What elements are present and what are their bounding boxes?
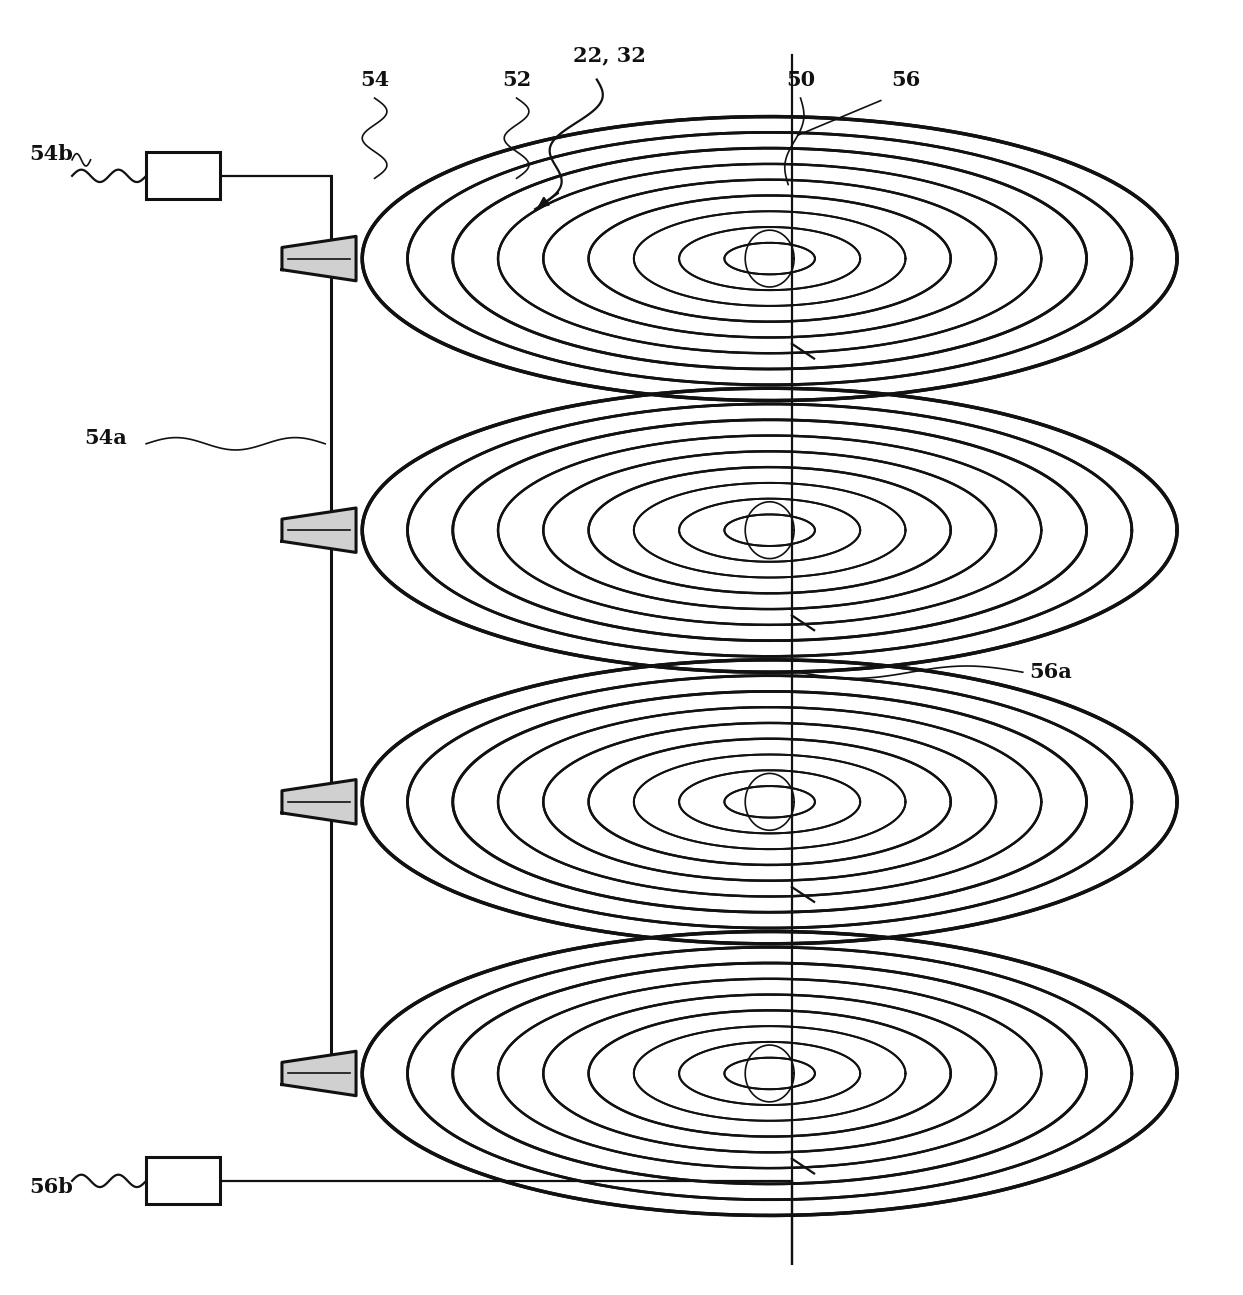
- Text: 50: 50: [786, 70, 815, 89]
- Polygon shape: [638, 1027, 901, 1119]
- Polygon shape: [506, 439, 1033, 622]
- Polygon shape: [506, 982, 1033, 1166]
- Text: 56b: 56b: [29, 1177, 73, 1197]
- Polygon shape: [638, 756, 901, 848]
- Polygon shape: [282, 1052, 355, 1096]
- Polygon shape: [638, 484, 901, 576]
- Polygon shape: [682, 500, 858, 561]
- Polygon shape: [638, 212, 901, 304]
- Bar: [147, 1158, 220, 1204]
- Text: 54b: 54b: [29, 144, 73, 163]
- Polygon shape: [594, 469, 946, 592]
- Polygon shape: [462, 966, 1076, 1181]
- Polygon shape: [682, 1042, 858, 1105]
- Polygon shape: [551, 183, 989, 335]
- Polygon shape: [419, 136, 1121, 381]
- Polygon shape: [726, 786, 814, 817]
- Polygon shape: [282, 508, 355, 553]
- Text: 56: 56: [891, 70, 920, 89]
- Polygon shape: [506, 710, 1033, 894]
- Polygon shape: [419, 680, 1121, 925]
- Polygon shape: [462, 152, 1076, 365]
- Polygon shape: [594, 741, 946, 862]
- Polygon shape: [682, 772, 858, 833]
- Polygon shape: [462, 423, 1076, 637]
- Text: 54: 54: [360, 70, 389, 89]
- Text: 52: 52: [502, 70, 531, 89]
- Polygon shape: [419, 951, 1121, 1195]
- Bar: [147, 153, 220, 199]
- Polygon shape: [594, 197, 946, 320]
- Polygon shape: [726, 1058, 814, 1089]
- Polygon shape: [282, 237, 355, 281]
- Polygon shape: [594, 1013, 946, 1134]
- Polygon shape: [551, 453, 989, 607]
- Polygon shape: [419, 408, 1121, 653]
- Polygon shape: [551, 997, 989, 1150]
- Text: 54a: 54a: [85, 427, 127, 448]
- Text: 56a: 56a: [1029, 662, 1071, 682]
- Polygon shape: [726, 515, 814, 545]
- Polygon shape: [462, 694, 1076, 909]
- Polygon shape: [506, 167, 1033, 351]
- Polygon shape: [551, 725, 989, 878]
- Polygon shape: [682, 228, 858, 289]
- Text: 22, 32: 22, 32: [573, 45, 645, 65]
- Polygon shape: [282, 780, 355, 824]
- Polygon shape: [726, 243, 814, 273]
